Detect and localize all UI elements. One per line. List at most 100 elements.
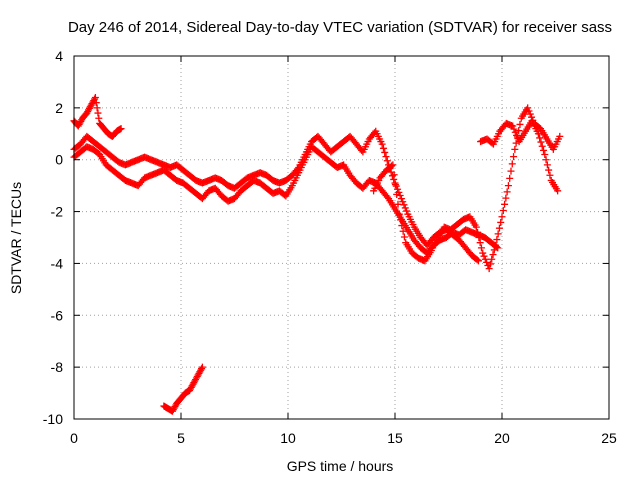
data-point	[397, 216, 405, 224]
data-point	[389, 161, 397, 169]
data-point	[511, 145, 519, 153]
data-point	[383, 193, 391, 201]
data-point	[488, 255, 496, 263]
data-point	[556, 132, 564, 140]
data-point	[91, 93, 99, 101]
data-point	[480, 252, 488, 260]
data-marks	[70, 93, 564, 415]
data-point	[501, 200, 509, 208]
y-tick-label: 4	[55, 48, 63, 64]
data-point	[545, 166, 553, 174]
data-point	[93, 104, 101, 112]
y-tick-label: -6	[51, 307, 64, 323]
data-point	[396, 191, 404, 199]
data-point	[515, 127, 523, 135]
data-point	[390, 171, 398, 179]
data-point	[526, 110, 534, 118]
data-point	[509, 122, 517, 130]
y-tick-label: 2	[55, 100, 63, 116]
data-point	[395, 210, 403, 218]
data-point	[117, 125, 125, 133]
x-tick-label: 10	[280, 430, 296, 446]
data-point	[494, 230, 502, 238]
data-point	[475, 234, 483, 241]
data-point	[401, 204, 409, 212]
data-point	[474, 257, 482, 265]
data-point	[479, 249, 487, 257]
data-point	[198, 363, 206, 371]
chart-title: Day 246 of 2014, Sidereal Day-to-day VTE…	[68, 19, 612, 36]
data-point	[510, 125, 518, 133]
data-point	[537, 138, 545, 146]
data-point	[493, 236, 501, 244]
data-point	[473, 256, 481, 264]
data-point	[474, 228, 482, 236]
data-point	[378, 140, 386, 148]
data-point	[483, 258, 491, 266]
data-point	[511, 128, 519, 136]
data-point	[477, 244, 485, 252]
x-tick-label: 0	[70, 430, 78, 446]
data-point	[393, 190, 401, 198]
data-point	[495, 224, 503, 232]
data-point	[476, 239, 484, 247]
data-point	[379, 144, 387, 152]
data-point	[554, 187, 562, 195]
series-track-f	[160, 363, 206, 415]
data-point	[512, 139, 520, 147]
data-point	[524, 104, 532, 112]
data-point	[403, 207, 411, 215]
data-point	[490, 246, 498, 254]
data-point	[506, 174, 514, 182]
data-point	[546, 171, 554, 179]
data-point	[394, 185, 402, 193]
data-point	[541, 151, 549, 159]
data-point	[394, 200, 402, 208]
data-point	[498, 213, 506, 221]
data-point	[510, 153, 518, 161]
plot-frame	[73, 55, 610, 420]
data-point	[400, 233, 408, 241]
x-tick-label: 20	[494, 430, 510, 446]
data-point	[383, 157, 391, 165]
data-point	[400, 201, 408, 209]
data-point	[485, 265, 493, 273]
data-point	[542, 156, 550, 164]
data-point	[381, 148, 389, 156]
y-tick-label: 0	[55, 152, 63, 168]
data-point	[92, 99, 100, 107]
x-tick-label: 15	[387, 430, 403, 446]
x-tick-label: 25	[601, 430, 617, 446]
data-point	[502, 194, 510, 202]
series-track-d	[370, 104, 564, 273]
data-point	[91, 95, 99, 103]
series-track-a	[70, 143, 502, 257]
data-point	[198, 365, 206, 373]
data-point	[391, 181, 399, 189]
data-point	[534, 130, 542, 138]
data-point	[382, 153, 390, 161]
data-point	[481, 255, 489, 263]
data-point	[392, 182, 400, 190]
data-point	[94, 109, 102, 117]
data-point	[388, 162, 396, 170]
data-point	[492, 241, 500, 249]
series-track-b	[70, 127, 482, 265]
y-axis-label: SDTVAR / TECUs	[8, 182, 24, 294]
data-point	[397, 195, 405, 203]
y-tick-label: -4	[51, 255, 64, 271]
data-point	[399, 198, 407, 206]
data-point	[525, 107, 533, 115]
y-tick-label: -10	[43, 411, 63, 427]
data-point	[503, 188, 511, 196]
data-point	[398, 222, 406, 230]
data-point	[508, 160, 516, 168]
data-point	[388, 172, 396, 180]
data-point	[293, 165, 301, 173]
data-point	[543, 161, 551, 169]
data-point	[497, 218, 505, 226]
x-axis-label: GPS time / hours	[287, 458, 394, 474]
data-point	[95, 114, 103, 122]
